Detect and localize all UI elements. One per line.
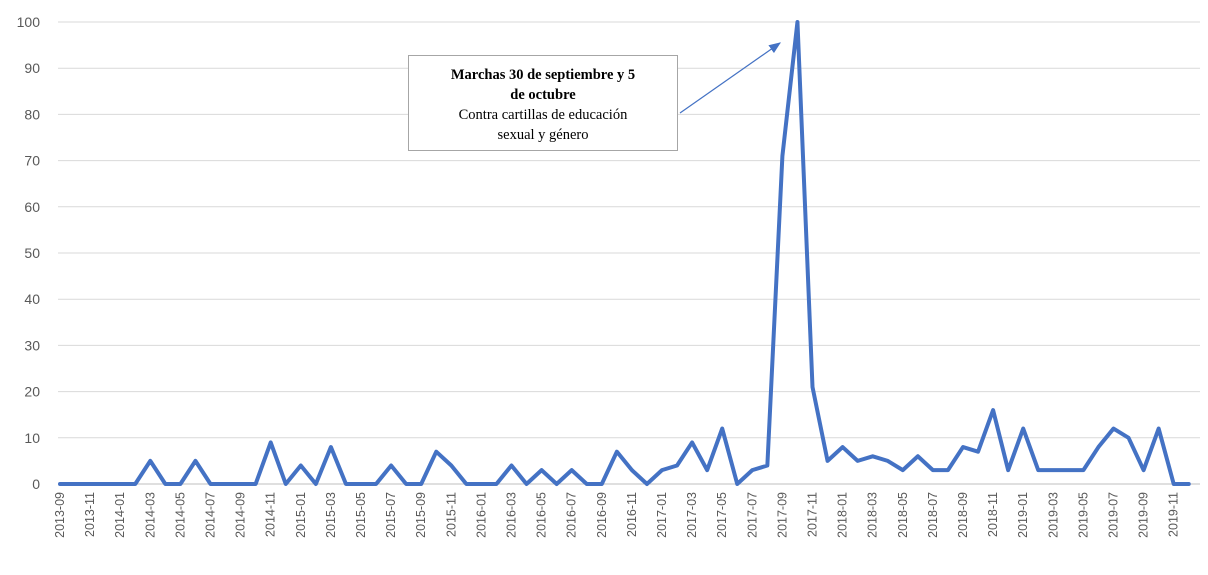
x-tick-label: 2019-03 xyxy=(1046,492,1060,538)
y-tick-label: 90 xyxy=(24,60,40,76)
y-tick-label: 0 xyxy=(32,476,40,492)
x-tick-label: 2015-09 xyxy=(414,492,428,538)
x-tick-label: 2013-09 xyxy=(53,492,67,538)
x-tick-label: 2019-09 xyxy=(1137,492,1151,538)
y-axis-ticks: 0 10 20 30 40 50 60 70 80 90 100 xyxy=(17,14,41,492)
x-tick-label: 2017-11 xyxy=(806,492,820,537)
x-tick-label: 2015-11 xyxy=(444,492,458,537)
annotation-line-2: de octubre xyxy=(510,87,576,103)
y-tick-label: 80 xyxy=(24,106,40,122)
annotation-arrow xyxy=(679,42,781,114)
x-tick-label: 2018-01 xyxy=(836,492,850,538)
x-tick-label: 2014-11 xyxy=(264,492,278,537)
x-tick-label: 2016-07 xyxy=(565,492,579,538)
y-tick-label: 30 xyxy=(24,337,40,353)
x-tick-label: 2019-07 xyxy=(1107,492,1121,538)
annotation-box: Marchas 30 de septiembre y 5 de octubre … xyxy=(408,55,678,151)
annotation-line-4: sexual y género xyxy=(497,127,589,143)
x-tick-label: 2016-03 xyxy=(505,492,519,538)
y-tick-label: 60 xyxy=(24,199,40,215)
x-tick-label: 2016-09 xyxy=(595,492,609,538)
series-line xyxy=(58,20,1191,486)
annotation-line-1: Marchas 30 de septiembre y 5 xyxy=(450,67,636,83)
x-tick-label: 2019-11 xyxy=(1167,492,1181,537)
x-tick-label: 2018-03 xyxy=(866,492,880,538)
x-tick-label: 2016-11 xyxy=(625,492,639,537)
x-tick-label: 2019-05 xyxy=(1076,492,1090,538)
x-tick-label: 2017-07 xyxy=(745,492,759,538)
x-tick-label: 2017-05 xyxy=(715,492,729,538)
y-tick-label: 70 xyxy=(24,153,40,169)
x-tick-label: 2018-09 xyxy=(956,492,970,538)
x-tick-label: 2014-05 xyxy=(173,492,187,538)
y-tick-label: 10 xyxy=(24,430,40,446)
x-tick-label: 2014-07 xyxy=(204,492,218,538)
x-tick-label: 2018-05 xyxy=(896,492,910,538)
x-tick-label: 2015-07 xyxy=(384,492,398,538)
x-tick-label: 2013-11 xyxy=(83,492,97,537)
y-tick-label: 50 xyxy=(24,245,40,261)
x-tick-label: 2017-09 xyxy=(775,492,789,538)
x-tick-label: 2015-03 xyxy=(324,492,338,538)
y-tick-label: 20 xyxy=(24,384,40,400)
x-tick-label: 2017-01 xyxy=(655,492,669,538)
x-tick-label: 2014-03 xyxy=(143,492,157,538)
x-tick-label: 2015-01 xyxy=(294,492,308,538)
x-tick-label: 2016-05 xyxy=(535,492,549,538)
x-tick-label: 2016-01 xyxy=(474,492,488,538)
annotation-line-3: Contra cartillas de educación xyxy=(458,107,628,123)
y-tick-label: 40 xyxy=(24,291,40,307)
x-tick-label: 2014-09 xyxy=(234,492,248,538)
x-axis-ticks: 2013-09 2013-11 2014-01 2014-03 2014-05 2014-… xyxy=(53,492,1181,538)
x-tick-label: 2018-11 xyxy=(986,492,1000,537)
series-layer xyxy=(58,20,1191,486)
y-tick-label: 100 xyxy=(17,14,41,30)
x-tick-label: 2017-03 xyxy=(685,492,699,538)
x-tick-label: 2018-07 xyxy=(926,492,940,538)
x-tick-label: 2019-01 xyxy=(1016,492,1030,538)
x-tick-label: 2014-01 xyxy=(113,492,127,538)
x-tick-label: 2015-05 xyxy=(354,492,368,538)
